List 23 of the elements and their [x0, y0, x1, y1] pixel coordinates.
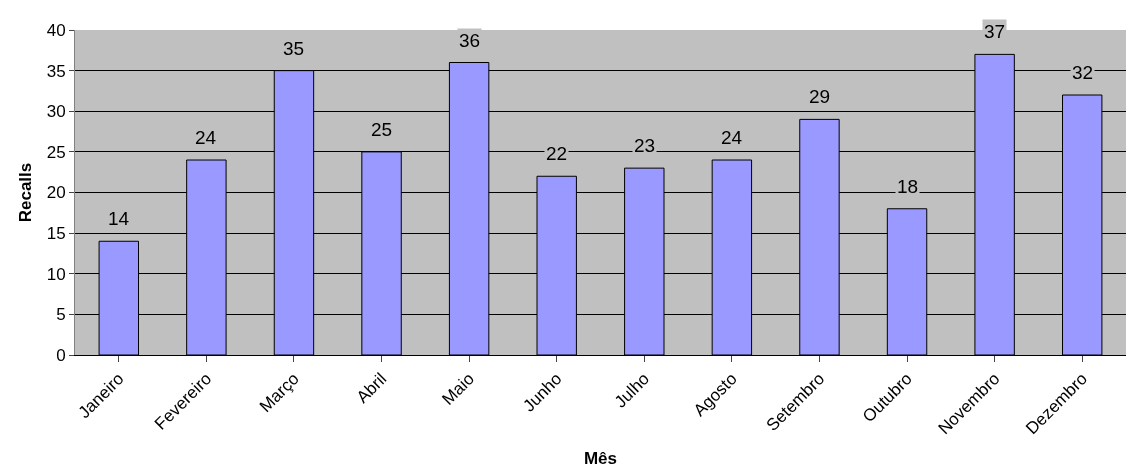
data-label: 14: [108, 208, 130, 229]
data-label: 37: [984, 21, 1006, 42]
x-axis-title: Mês: [583, 449, 618, 468]
data-label: 36: [459, 30, 481, 51]
y-tick-label: 0: [56, 345, 66, 365]
y-tick-label: 25: [46, 142, 66, 162]
y-tick-label: 20: [46, 183, 66, 203]
y-tick-label: 30: [46, 102, 66, 122]
data-label: 29: [809, 86, 831, 107]
data-label: 25: [371, 119, 393, 140]
data-label: 18: [897, 176, 919, 197]
data-label: 22: [546, 143, 568, 164]
data-label: 32: [1072, 62, 1094, 83]
y-tick-label: 15: [46, 224, 66, 244]
data-label: 35: [283, 38, 305, 59]
y-tick-label: 35: [46, 61, 66, 81]
y-tick-label: 40: [46, 20, 66, 40]
y-tick-label: 10: [46, 264, 66, 284]
y-tick-label: 5: [56, 305, 66, 325]
y-axis-title: Recalls: [16, 162, 36, 223]
data-label: 24: [721, 127, 743, 148]
data-label: 24: [195, 127, 217, 148]
data-label: 23: [634, 135, 656, 156]
